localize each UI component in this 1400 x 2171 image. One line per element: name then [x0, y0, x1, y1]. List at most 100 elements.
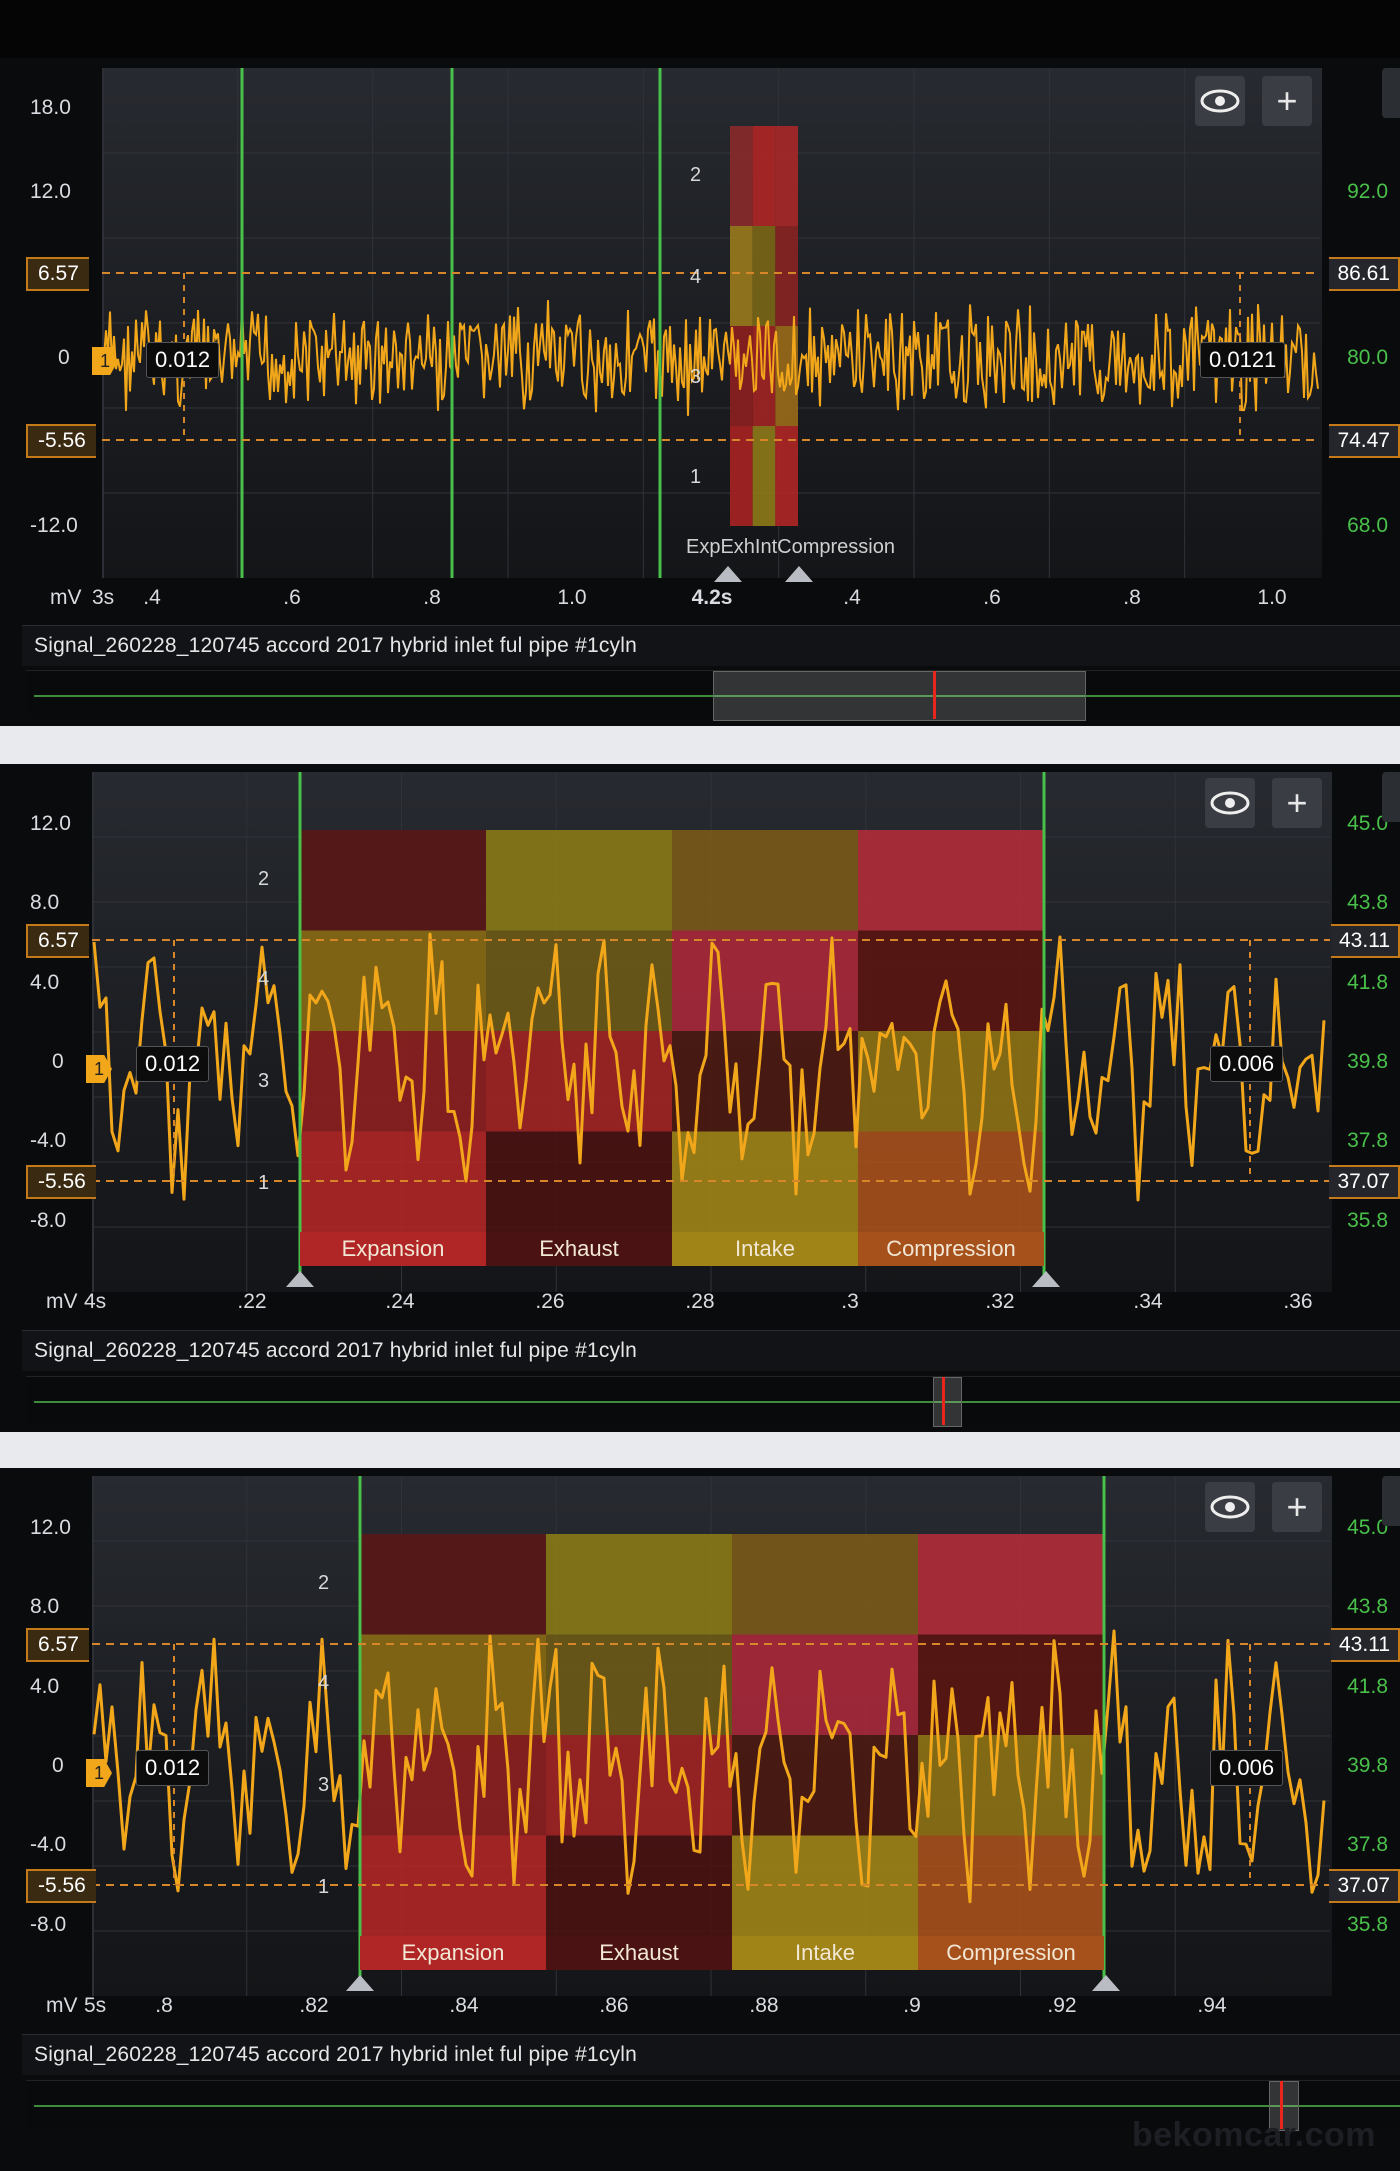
navigator-cursor[interactable] — [932, 671, 936, 719]
x-tick: .82 — [299, 1994, 329, 2017]
phase-label-exhaust: Exhaust — [546, 1936, 732, 1970]
phase-heat-cell — [732, 1534, 918, 1635]
x-tick: .6 — [283, 586, 301, 609]
y-tick-right: 45.0 — [1347, 812, 1388, 835]
navigator-window[interactable] — [1269, 2081, 1299, 2131]
y-tick-right: 43.8 — [1347, 1595, 1388, 1618]
side-panel-handle[interactable] — [1382, 68, 1400, 118]
navigator-bar[interactable] — [26, 2080, 1400, 2131]
navigator-trace — [34, 2105, 1400, 2107]
phase-heat-cell — [730, 426, 753, 526]
x-tick: .32 — [985, 1290, 1015, 1313]
y-tick: 4.0 — [30, 1675, 60, 1698]
x-tick: .3 — [841, 1290, 859, 1313]
lower-ref-label[interactable]: -5.56 — [26, 1869, 96, 1903]
phase-start-handle[interactable] — [346, 1975, 374, 1991]
navigator-window[interactable] — [932, 1377, 963, 1427]
lower-ref-label-right[interactable]: 37.07 — [1329, 1165, 1400, 1199]
y-tick: -4.0 — [30, 1129, 67, 1152]
plus-icon[interactable]: + — [1262, 76, 1312, 126]
side-panel-handle[interactable] — [1382, 1476, 1400, 1526]
phase-heat-cell — [775, 126, 798, 226]
y-tick: 0 — [58, 346, 70, 369]
y-tick: -8.0 — [30, 1913, 67, 1936]
x-tick: .94 — [1197, 1994, 1227, 2017]
phase-label-expansion: Expansion — [300, 1232, 486, 1266]
eye-icon[interactable] — [1205, 778, 1255, 828]
lower-ref-label[interactable]: -5.56 — [26, 1165, 96, 1199]
upper-ref-label[interactable]: 6.57 — [26, 924, 89, 958]
phase-heat-cell — [300, 930, 486, 1031]
lower-ref-label-right[interactable]: 74.47 — [1329, 424, 1400, 458]
phase-heat-cell — [672, 830, 858, 931]
timebase-label[interactable]: 4s — [84, 1290, 107, 1313]
x-tick: .8 — [155, 1994, 173, 2017]
plus-icon[interactable]: + — [1272, 1482, 1322, 1532]
y-tick-right: 35.8 — [1347, 1913, 1388, 1936]
cursor-right-value: 0.006 — [1210, 1750, 1284, 1786]
x-tick: .9 — [903, 1994, 921, 2017]
phase-start-handle[interactable] — [286, 1271, 314, 1287]
x-tick: .26 — [535, 1290, 565, 1313]
phase-end-handle[interactable] — [1092, 1975, 1120, 1991]
phase-end-handle[interactable] — [1032, 1271, 1060, 1287]
upper-ref-label-right[interactable]: 43.11 — [1331, 1628, 1400, 1662]
eye-icon[interactable] — [1195, 76, 1245, 126]
navigator-cursor[interactable] — [942, 1377, 946, 1425]
upper-ref-label[interactable]: 6.57 — [26, 1628, 89, 1662]
timebase-label[interactable]: 5s — [84, 1994, 107, 2017]
x-tick: 1.0 — [1257, 586, 1287, 609]
upper-ref-label[interactable]: 6.57 — [26, 257, 89, 291]
phase-label-intake: Intake — [672, 1232, 858, 1266]
plus-icon[interactable]: + — [1272, 778, 1322, 828]
phase-label-compression: Compression — [858, 1232, 1044, 1266]
phase-heat-cell — [858, 830, 1044, 931]
navigator-bar[interactable] — [26, 670, 1400, 721]
unit-label: mV — [50, 586, 82, 609]
scope-panel-1: 18.0 12.0 0 -12.0 92.0 80.0 68.0 6.57 -5… — [0, 58, 1400, 726]
eye-icon[interactable] — [1205, 1482, 1255, 1532]
unit-label: mV — [46, 1290, 78, 1313]
x-tick: .8 — [1123, 586, 1141, 609]
phase-heat-cell — [730, 126, 753, 226]
upper-ref-label-right[interactable]: 43.11 — [1331, 924, 1400, 958]
phase-heat-cell — [360, 1534, 546, 1635]
phase-heat-cell — [730, 226, 753, 326]
phase-number: 2 — [258, 868, 270, 890]
navigator-bar[interactable] — [26, 1376, 1400, 1427]
phase-heat-cell — [486, 930, 672, 1031]
cursor-left-value: 0.012 — [146, 342, 220, 378]
upper-ref-label-right[interactable]: 86.61 — [1329, 257, 1400, 291]
y-tick-right: 37.8 — [1347, 1833, 1388, 1856]
y-tick-right: 37.8 — [1347, 1129, 1388, 1152]
timebase-label[interactable]: 3s — [92, 586, 115, 609]
phase-number: 1 — [258, 1172, 270, 1194]
phase-label-exhaust: Exhaust — [486, 1232, 672, 1266]
navigator-cursor[interactable] — [1280, 2081, 1284, 2129]
y-tick: -4.0 — [30, 1833, 67, 1856]
navigator-window[interactable] — [713, 671, 1086, 721]
cursor-right-value: 0.006 — [1210, 1046, 1284, 1082]
side-panel-handle[interactable] — [1382, 772, 1400, 822]
phase-number: 4 — [258, 968, 270, 990]
cursor-right-value: 0.0121 — [1200, 342, 1286, 378]
phase-end-handle[interactable] — [785, 566, 813, 582]
x-tick: .28 — [685, 1290, 715, 1313]
phase-label-compression: Compression — [918, 1936, 1104, 1970]
x-tick: .86 — [599, 1994, 629, 2017]
phase-label-expansion: Expansion — [360, 1936, 546, 1970]
signal-waveform — [92, 1629, 1326, 1904]
phase-heat-cell — [360, 1735, 546, 1836]
y-tick-right: 68.0 — [1347, 514, 1388, 537]
phase-heat-cell — [486, 830, 672, 931]
x-tick: .4 — [843, 586, 861, 609]
lower-ref-label[interactable]: -5.56 — [26, 424, 96, 458]
x-tick: .4 — [143, 586, 161, 609]
phase-heat-cell — [300, 1031, 486, 1132]
y-tick: 8.0 — [30, 891, 60, 914]
phase-start-handle[interactable] — [714, 566, 742, 582]
lower-ref-label-right[interactable]: 37.07 — [1329, 1869, 1400, 1903]
x-tick: .6 — [983, 586, 1001, 609]
signal-name-bar: Signal_260228_120745 accord 2017 hybrid … — [22, 2034, 1400, 2075]
y-tick: 12.0 — [30, 1516, 71, 1539]
